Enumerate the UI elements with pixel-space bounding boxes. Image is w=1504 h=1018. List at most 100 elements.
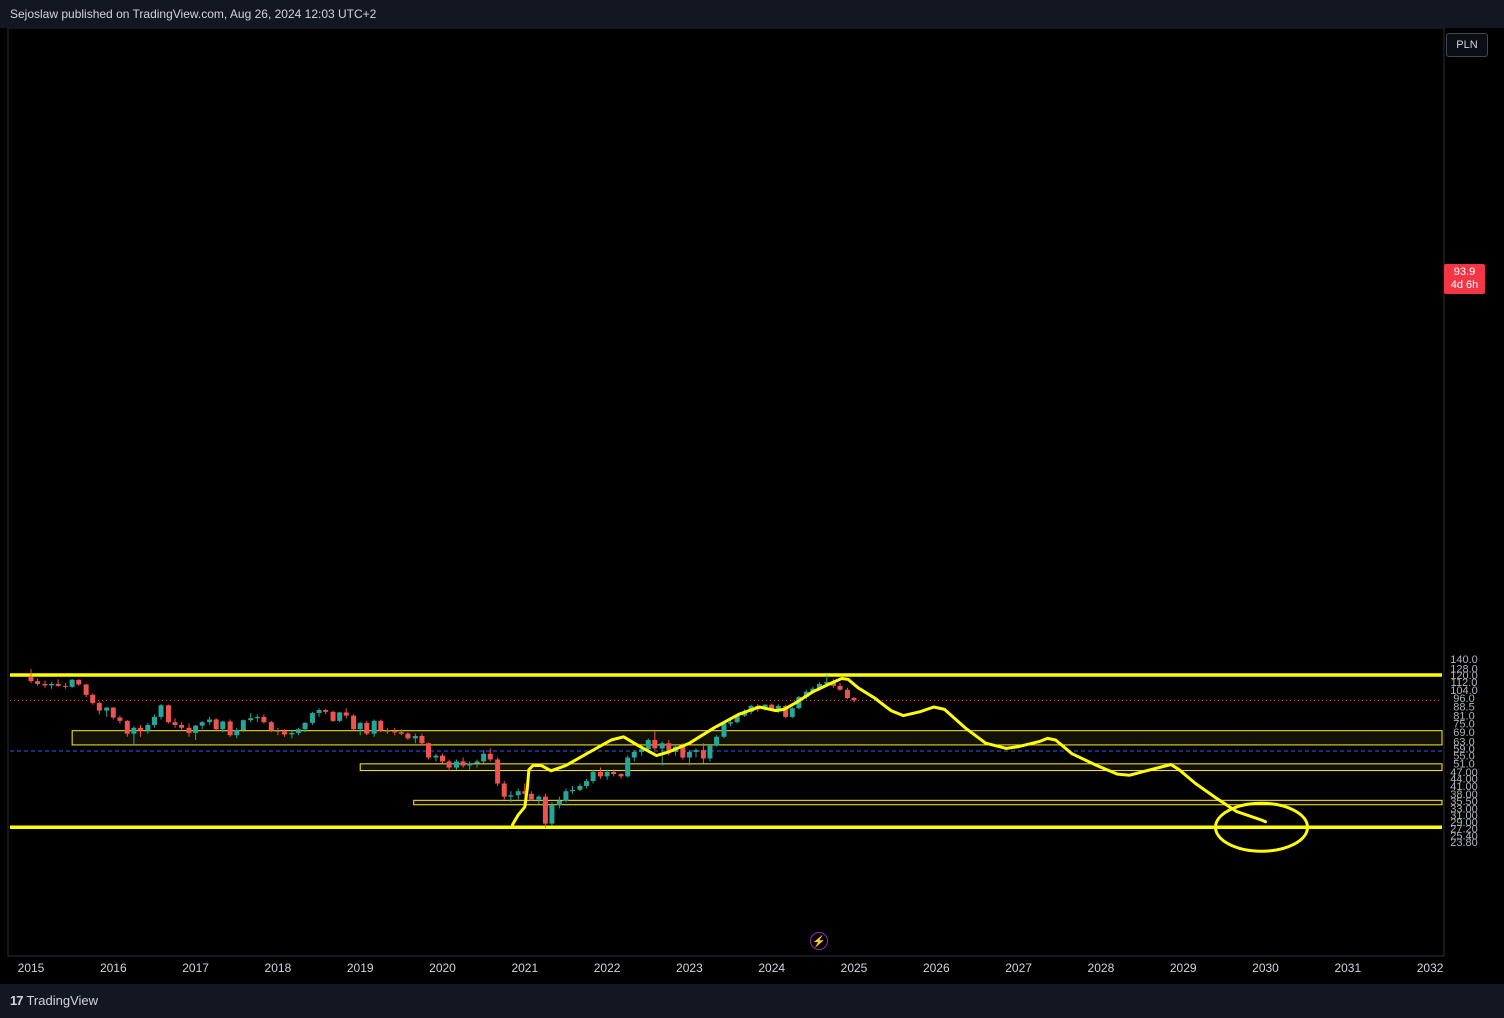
price-tick-label: 59.0 [1453,743,1474,755]
time-tick-label: 2019 [347,961,374,975]
candle-body [556,800,562,806]
price-tick-label: 63.0 [1453,737,1474,749]
candle-body [542,796,548,824]
candle-body [158,705,164,717]
price-tick-label: 38.00 [1450,789,1478,801]
candle-body [501,783,507,797]
candle-body [96,702,102,711]
bottom-bar: 17 TradingView [0,984,1504,1018]
candle-body [721,723,727,737]
candle-body [453,761,459,768]
candle-body [351,715,357,730]
candles-layer [28,669,857,829]
candle-body [412,735,418,739]
candle-body [570,789,576,792]
candle-body [844,689,850,699]
current-price-tag: 93.9 4d 6h [1444,264,1485,294]
candle-body [90,694,96,703]
candle-body [137,727,143,731]
candle-body [186,727,192,733]
levels-layer [10,673,1442,830]
candle-body [289,732,295,735]
candle-body [357,722,363,730]
candle-body [508,795,514,797]
candle-body [433,755,439,758]
candle-body [337,712,343,721]
price-tick-label: 31.00 [1450,810,1478,822]
price-axis[interactable]: 140.0128.0120.0112.0104.096.088.581.075.… [1450,654,1478,849]
price-tick-label: 112.0 [1451,677,1478,689]
candle-body [446,761,452,768]
time-tick-label: 2028 [1088,961,1115,975]
candle-body [63,685,69,687]
time-tick-label: 2020 [429,961,456,975]
candle-body [110,707,116,718]
zone-0 [71,730,1443,746]
candle-body [28,676,34,682]
candle-body [76,679,82,685]
target-circle [1214,801,1309,853]
candle-body [680,746,686,758]
candle-body [584,781,590,787]
candle-body [145,724,151,731]
candle-body [275,730,281,732]
time-tick-label: 2023 [676,961,703,975]
candle-body [769,704,775,710]
candle-body [398,732,404,734]
tradingview-logo[interactable]: 17 TradingView [10,993,98,1008]
price-tick-label: 29.00 [1450,817,1478,829]
price-tick-label: 35.50 [1450,796,1478,808]
time-tick-label: 2024 [758,961,785,975]
candle-body [405,733,411,739]
candle-body [666,743,672,752]
price-chart[interactable]: 140.0128.0120.0112.0104.096.088.581.075.… [0,28,1504,984]
time-tick-label: 2027 [1005,961,1032,975]
tradingview-logo-icon: 17 [10,993,24,1008]
candle-body [789,708,795,717]
candle-body [549,805,555,824]
price-tick-label: 55.0 [1453,751,1474,763]
published-info: Sejoslaw published on TradingView.com, A… [10,7,377,21]
candle-body [55,683,61,686]
candle-body [522,791,528,794]
candle-body [707,745,713,759]
candle-body [611,771,617,775]
candle-body [481,753,487,762]
candle-body [35,681,41,684]
price-tick-label: 69.0 [1453,727,1474,739]
price-tick-label: 120.0 [1450,670,1478,682]
candle-body [268,722,274,731]
candle-body [460,761,466,766]
price-tick-label: 75.0 [1453,719,1474,731]
candle-body [515,791,521,796]
candle-body [378,720,384,731]
zone-2 [413,799,1443,806]
candle-body [419,735,425,744]
time-tick-label: 2031 [1334,961,1361,975]
candle-body [42,683,48,686]
candle-body [816,683,822,689]
price-tick-label: 96.0 [1453,693,1474,705]
time-tick-label: 2025 [841,961,868,975]
candle-body [783,705,789,717]
candle-body [392,731,398,733]
candle-body [117,717,123,721]
price-tick-label: 128.0 [1450,663,1478,675]
candle-body [659,743,665,749]
price-tick-label: 44.00 [1450,774,1478,786]
zones-layer [71,730,1443,806]
price-tick-label: 23.80 [1450,837,1478,849]
price-tick-label: 27.20 [1450,823,1478,835]
candle-body [426,743,432,758]
candle-body [309,713,315,723]
time-axis[interactable]: 2015 2016 2017 2018 2019 2020 2021 2022 2023 2024… [18,961,1444,975]
chart-background [0,28,1504,984]
lightning-icon[interactable]: ⚡ [810,932,828,950]
candle-body [227,721,233,736]
currency-button[interactable]: PLN [1446,33,1488,57]
candle-body [467,763,473,766]
price-tick-label: 25.40 [1450,831,1478,843]
candle-body [639,749,645,752]
price-tick-label: 47.00 [1450,767,1478,779]
current-price-value: 93.9 [1453,266,1476,278]
